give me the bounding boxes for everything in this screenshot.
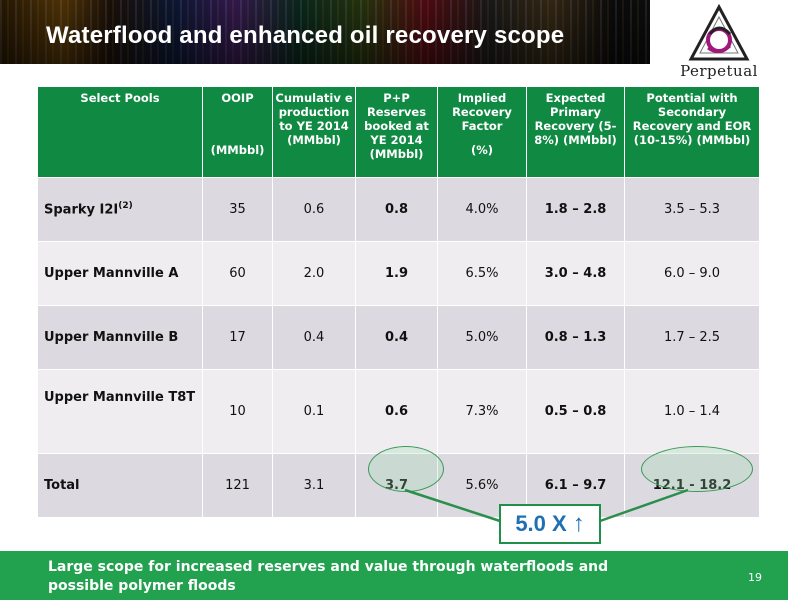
cumulative-cell: 0.1	[272, 369, 356, 454]
primary-recovery-cell: 3.0 – 4.8	[526, 241, 625, 306]
recovery-factor-cell: 7.3%	[437, 369, 527, 454]
multiplier-callout: 5.0 X ↑	[499, 504, 601, 544]
table-row: Upper Mannville T8T 10 0.1 0.6 7.3% 0.5 …	[37, 369, 760, 454]
logo-text: Perpetual	[680, 62, 758, 80]
recovery-factor-cell: 6.5%	[437, 241, 527, 306]
col-header-pp-reserves: P+P Reserves booked at YE 2014 (MMbbl)	[355, 86, 438, 178]
footer-bar	[0, 551, 788, 600]
primary-recovery-cell: 1.8 – 2.8	[526, 177, 625, 242]
col-header-cumulative-production: Cumulativ e production to YE 2014 (MMbbl…	[272, 86, 356, 178]
cumulative-cell: 2.0	[272, 241, 356, 306]
highlight-oval-reserves	[368, 446, 444, 492]
potential-cell: 3.5 – 5.3	[624, 177, 760, 242]
reserves-cell: 0.6	[355, 369, 438, 454]
col-header-select-pools: Select Pools	[37, 86, 203, 178]
primary-recovery-cell: 0.5 – 0.8	[526, 369, 625, 454]
logo-icon	[688, 4, 750, 61]
col-header-ooip: OOIP (MMbbl)	[202, 86, 273, 178]
reserves-cell: 0.4	[355, 305, 438, 370]
cumulative-cell: 0.6	[272, 177, 356, 242]
ooip-cell: 35	[202, 177, 273, 242]
pool-name-cell: Upper Mannville B	[37, 305, 203, 370]
pool-name-cell: Upper Mannville T8T	[37, 369, 203, 454]
pool-name-cell: Total	[37, 453, 203, 518]
recovery-factor-cell: 5.0%	[437, 305, 527, 370]
col-header-recovery-factor: Implied Recovery Factor (%)	[437, 86, 527, 178]
ooip-cell: 17	[202, 305, 273, 370]
table-row: Upper Mannville B 17 0.4 0.4 5.0% 0.8 – …	[37, 305, 760, 370]
highlight-oval-potential	[641, 446, 753, 492]
cumulative-cell: 0.4	[272, 305, 356, 370]
slide-title: Waterflood and enhanced oil recovery sco…	[46, 22, 565, 49]
recovery-table: Select Pools OOIP (MMbbl) Cumulativ e pro…	[37, 86, 760, 518]
arrow-up-icon: ↑	[572, 510, 585, 537]
pool-name-cell: Upper Mannville A	[37, 241, 203, 306]
table-row: Sparky I2I(2) 35 0.6 0.8 4.0% 1.8 – 2.8 …	[37, 177, 760, 242]
potential-cell: 1.7 – 2.5	[624, 305, 760, 370]
potential-cell: 6.0 – 9.0	[624, 241, 760, 306]
potential-cell: 1.0 – 1.4	[624, 369, 760, 454]
cumulative-cell: 3.1	[272, 453, 356, 518]
company-logo: Perpetual	[650, 0, 788, 84]
footer-text: Large scope for increased reserves and v…	[48, 559, 609, 594]
reserves-cell: 0.8	[355, 177, 438, 242]
table-row: Upper Mannville A 60 2.0 1.9 6.5% 3.0 – …	[37, 241, 760, 306]
multiplier-text: 5.0 X	[515, 511, 567, 536]
reserves-cell: 1.9	[355, 241, 438, 306]
recovery-factor-cell: 4.0%	[437, 177, 527, 242]
col-header-secondary-recovery: Potential with Secondary Recovery and EO…	[624, 86, 760, 178]
pool-name-cell: Sparky I2I(2)	[37, 177, 203, 242]
col-header-primary-recovery: Expected Primary Recovery (5-8%) (MMbbl)	[526, 86, 625, 178]
table-header-row: Select Pools OOIP (MMbbl) Cumulativ e pro…	[37, 86, 760, 178]
primary-recovery-cell: 0.8 – 1.3	[526, 305, 625, 370]
ooip-cell: 60	[202, 241, 273, 306]
page-number: 19	[748, 571, 762, 584]
ooip-cell: 10	[202, 369, 273, 454]
ooip-cell: 121	[202, 453, 273, 518]
